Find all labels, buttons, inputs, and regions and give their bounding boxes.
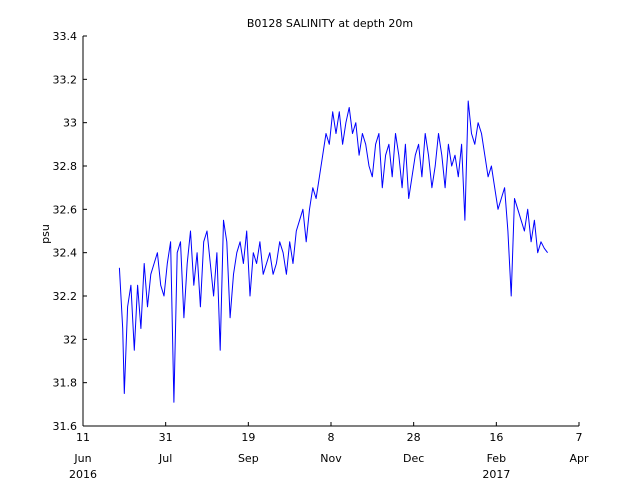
- y-tick-label: 32.4: [53, 247, 78, 260]
- y-tick-label: 33.2: [53, 73, 78, 86]
- x-tick-day-label: 28: [407, 431, 421, 444]
- y-tick-label: 33.4: [53, 30, 78, 43]
- salinity-series-line: [118, 100, 548, 403]
- y-axis: 31.6 31.8 32 32.2 32.4 32.6 32.8 33 33.2 33.4: [53, 30, 87, 433]
- x-tick-month-label: Feb: [487, 452, 506, 465]
- y-tick-label: 31.6: [53, 420, 78, 433]
- plot-area: [118, 100, 548, 403]
- y-tick-label: 32: [63, 333, 77, 346]
- x-tick-day-label: 8: [328, 431, 335, 444]
- x-axis: 11 Jun 2016 31 Jul 19 Sep 8 Nov 28 Dec 16 Feb 2017 7 Ap…: [69, 422, 589, 480]
- x-tick-day-label: 16: [489, 431, 503, 444]
- y-tick-label: 33: [63, 117, 77, 130]
- x-tick-month-label: Nov: [320, 452, 342, 465]
- x-tick-month-label: Dec: [403, 452, 424, 465]
- chart-title: B0128 SALINITY at depth 20m: [247, 17, 413, 30]
- x-tick-month-label: Jul: [158, 452, 172, 465]
- y-tick-label: 32.8: [53, 160, 78, 173]
- x-tick-day-label: 31: [159, 431, 173, 444]
- x-tick-day-label: 11: [76, 431, 90, 444]
- y-tick-label: 31.8: [53, 377, 78, 390]
- x-tick-month-label: Jun: [73, 452, 91, 465]
- y-axis-label: psu: [39, 224, 52, 244]
- x-tick-day-label: 7: [576, 431, 583, 444]
- y-tick-label: 32.6: [53, 203, 78, 216]
- x-tick-month-label: Apr: [569, 452, 589, 465]
- x-tick-year-label: 2016: [69, 468, 97, 480]
- x-tick-day-label: 19: [241, 431, 255, 444]
- y-tick-label: 32.2: [53, 290, 78, 303]
- x-tick-month-label: Sep: [238, 452, 259, 465]
- x-tick-year-label: 2017: [482, 468, 510, 480]
